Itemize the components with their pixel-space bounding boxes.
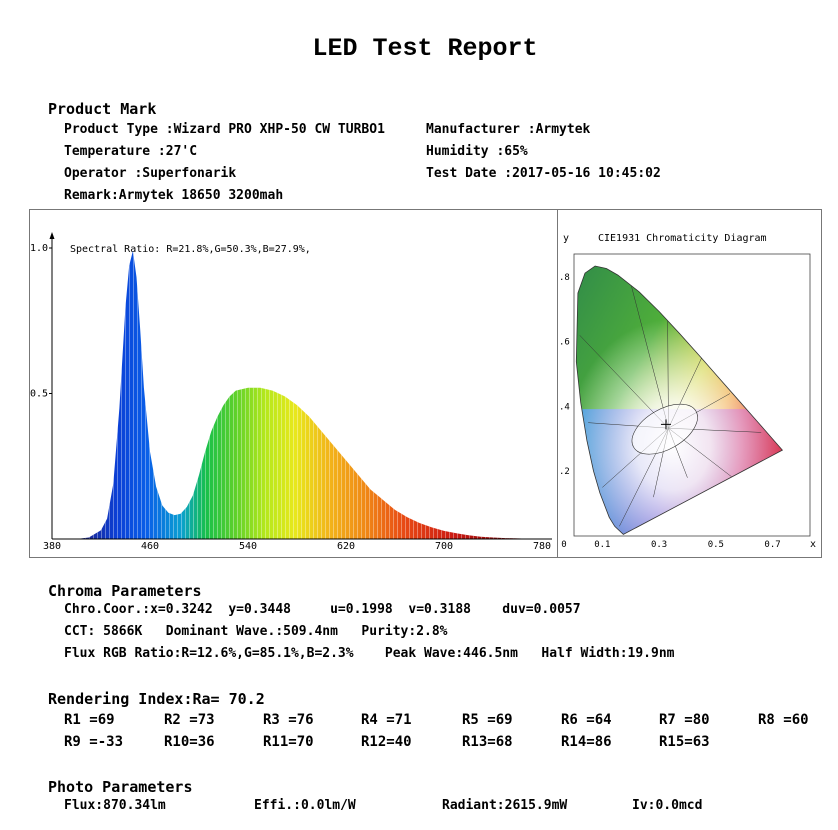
cie-y-label: y bbox=[563, 233, 569, 244]
cie-x-tick-label: 0.3 bbox=[651, 540, 667, 550]
spectrum-y-tick-label: 1.0 bbox=[30, 243, 48, 254]
chroma-heading: Chroma Parameters bbox=[48, 582, 202, 600]
report-title: LED Test Report bbox=[312, 34, 538, 63]
y-axis-arrow-icon bbox=[49, 232, 55, 239]
rendering-index-value: R5 =69 bbox=[462, 712, 513, 728]
spectrum-x-tick-label: 460 bbox=[141, 541, 159, 552]
cie-x-tick-label: 0.7 bbox=[764, 540, 780, 550]
cie-x-label: x bbox=[810, 539, 816, 550]
cie-region-boundary bbox=[630, 283, 669, 429]
temperature: Temperature :27'C bbox=[64, 144, 198, 159]
cie-y-tick-label: .8 bbox=[559, 273, 570, 283]
spectrum-x-tick-label: 380 bbox=[43, 541, 61, 552]
rendering-index-value: R6 =64 bbox=[561, 712, 612, 728]
cie-x-tick-label: 0.5 bbox=[708, 540, 724, 550]
cie-x-tick-label: 0 bbox=[561, 540, 566, 550]
cie-white-region bbox=[631, 403, 698, 455]
cie-spectral-locus bbox=[575, 265, 784, 535]
rendering-index-value: R9 =-33 bbox=[64, 734, 124, 750]
spectrum-x-tick-label: 780 bbox=[533, 541, 551, 552]
spectrum-x-tick-label: 700 bbox=[435, 541, 453, 552]
product-type: Product Type :Wizard PRO XHP-50 CW TURBO… bbox=[64, 122, 385, 137]
cie-chart: y CIE1931 Chromaticity Diagram .8.6.4.2 … bbox=[559, 233, 816, 550]
chroma-line-3: Flux RGB Ratio:R=12.6%,G=85.1%,B=2.3% Pe… bbox=[64, 646, 675, 661]
rendering-index-value: R1 =69 bbox=[64, 712, 115, 728]
rendering-index-value: R14=86 bbox=[561, 734, 612, 750]
spectrum-x-tick-label: 540 bbox=[239, 541, 257, 552]
operator: Operator :Superfonarik bbox=[64, 166, 237, 181]
rendering-index-value: R4 =71 bbox=[361, 712, 412, 728]
rendering-index-value: R8 =60 bbox=[758, 712, 809, 728]
photo-iv: Iv:0.0mcd bbox=[632, 798, 703, 813]
rendering-index-value: R10=36 bbox=[164, 734, 215, 750]
chroma-line-2: CCT: 5866K Dominant Wave.:509.4nm Purity… bbox=[64, 624, 448, 639]
test-date: Test Date :2017-05-16 10:45:02 bbox=[426, 166, 661, 181]
humidity: Humidity :65% bbox=[426, 144, 528, 159]
spectrum-chart: Spectral Ratio: R=21.8%,G=50.3%,B=27.9%,… bbox=[30, 232, 552, 552]
rendering-heading: Rendering Index:Ra= 70.2 bbox=[48, 690, 265, 708]
photo-heading: Photo Parameters bbox=[48, 778, 193, 796]
manufacturer: Manufacturer :Armytek bbox=[426, 122, 591, 137]
cie-x-tick-label: 0.1 bbox=[594, 540, 610, 550]
spectrum-x-tick-label: 620 bbox=[337, 541, 355, 552]
remark: Remark:Armytek 18650 3200mah bbox=[64, 188, 284, 203]
rendering-index-value: R2 =73 bbox=[164, 712, 215, 728]
rendering-index-value: R12=40 bbox=[361, 734, 412, 750]
spectrum-y-tick-label: 0.5 bbox=[30, 389, 48, 400]
cie-y-tick-label: .2 bbox=[559, 467, 570, 477]
photo-radiant: Radiant:2615.9mW bbox=[442, 798, 568, 813]
spectrum-stripes bbox=[52, 250, 542, 539]
cie-y-tick-label: .4 bbox=[559, 402, 570, 412]
rendering-index-value: R15=63 bbox=[659, 734, 710, 750]
product-mark-heading: Product Mark bbox=[48, 100, 157, 118]
cie-plot-frame bbox=[573, 253, 811, 537]
cie-panel: y CIE1931 Chromaticity Diagram .8.6.4.2 … bbox=[557, 209, 822, 558]
rendering-index-value: R11=70 bbox=[263, 734, 314, 750]
rendering-index-value: R7 =80 bbox=[659, 712, 710, 728]
rendering-index-value: R3 =76 bbox=[263, 712, 314, 728]
photo-effi: Effi.:0.0lm/W bbox=[254, 798, 356, 813]
rendering-index-value: R13=68 bbox=[462, 734, 513, 750]
spectrum-panel: Spectral Ratio: R=21.8%,G=50.3%,B=27.9%,… bbox=[29, 209, 558, 558]
cie-y-tick-label: .6 bbox=[559, 338, 570, 348]
cie-white-center bbox=[576, 266, 783, 535]
chroma-line-1: Chro.Coor.:x=0.3242 y=0.3448 u=0.1998 v=… bbox=[64, 602, 581, 617]
spectral-ratio-annotation: Spectral Ratio: R=21.8%,G=50.3%,B=27.9%, bbox=[70, 244, 311, 255]
cie-title: CIE1931 Chromaticity Diagram bbox=[598, 233, 767, 244]
photo-flux: Flux:870.34lm bbox=[64, 798, 166, 813]
cie-gamut bbox=[576, 266, 783, 535]
